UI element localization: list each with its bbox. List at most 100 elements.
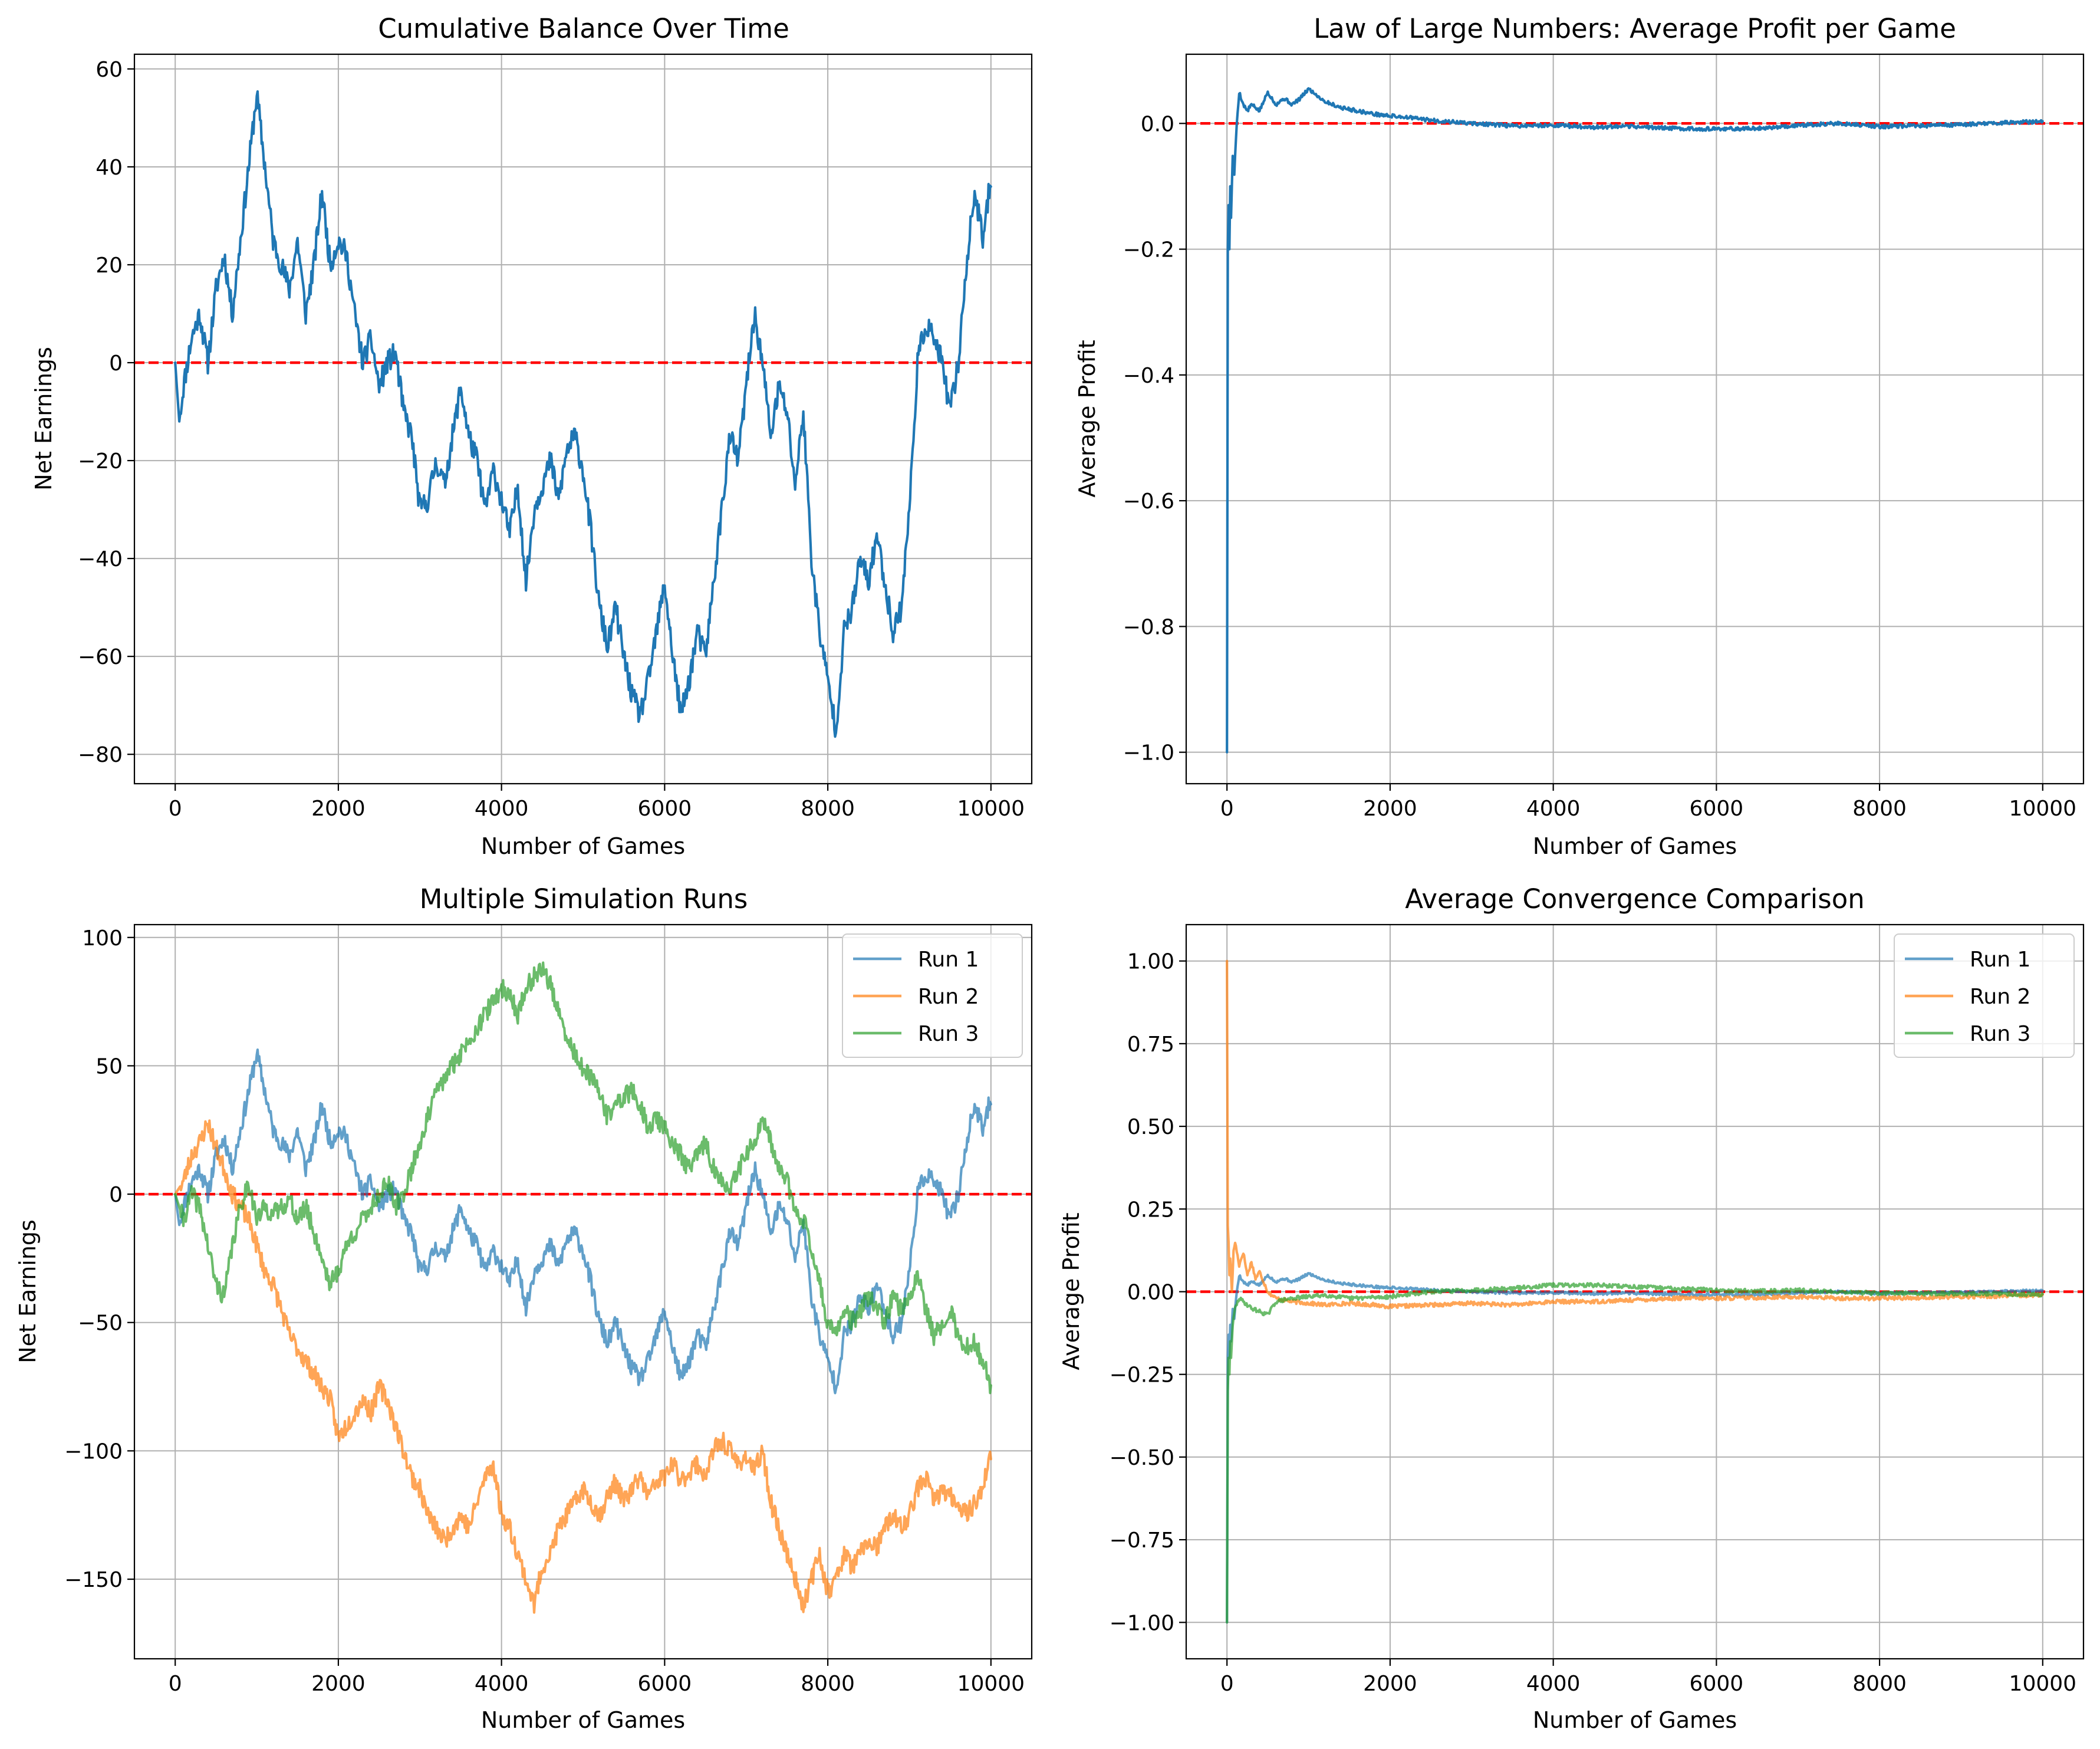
legend-label: Run 2 (918, 985, 979, 1009)
y-tick-label: −60 (78, 645, 123, 669)
x-axis-ticks: 0 2000 4000 6000 8000 10000 (1220, 784, 2076, 821)
y-tick-label: −80 (78, 743, 123, 767)
y-axis-label: Average Profit (1074, 340, 1100, 497)
x-tick-label: 8000 (1852, 797, 1907, 821)
panel-title: Law of Large Numbers: Average Profit per… (1314, 13, 1956, 44)
x-axis-ticks: 0 2000 4000 6000 8000 10000 (1220, 1659, 2076, 1696)
series-line-run-1 (174, 1048, 992, 1395)
x-tick-label: 2000 (311, 797, 366, 821)
series-line-run-3 (174, 961, 992, 1395)
series-group (174, 961, 992, 1614)
y-tick-label: 0.50 (1127, 1115, 1174, 1139)
y-tick-label: −20 (78, 449, 123, 474)
y-tick-label: 0 (109, 1183, 123, 1207)
x-tick-label: 8000 (801, 797, 855, 821)
panel-title: Cumulative Balance Over Time (378, 13, 789, 44)
y-tick-label: −0.6 (1123, 489, 1174, 514)
y-axis-ticks: −150 −100 −50 0 50 100 (64, 926, 134, 1592)
y-tick-label: −1.00 (1110, 1611, 1174, 1635)
y-tick-label: 1.00 (1127, 950, 1174, 974)
legend-box (1894, 933, 2075, 1058)
series-group (1226, 959, 2044, 1624)
panel-title: Multiple Simulation Runs (420, 883, 748, 915)
y-tick-label: −1.0 (1123, 741, 1174, 765)
x-tick-label: 2000 (1363, 797, 1417, 821)
x-tick-label: 4000 (475, 797, 529, 821)
cumulative-balance-panel: Cumulative Balance Over Time 0 2000 4000 60… (31, 13, 1033, 859)
legend-label: Run 3 (918, 1022, 979, 1046)
x-axis-ticks: 0 2000 4000 6000 8000 10000 (169, 1659, 1025, 1696)
multiple-simulation-runs-panel: Multiple Simulation Runs 0 2000 4000 6000 80… (15, 883, 1033, 1733)
x-tick-label: 10000 (2009, 797, 2077, 821)
axes-frame (133, 923, 1033, 1660)
x-tick-label: 4000 (475, 1672, 529, 1696)
y-axis-label: Net Earnings (15, 1219, 41, 1363)
legend-label: Run 3 (1970, 1022, 2030, 1046)
y-tick-label: 0.0 (1141, 112, 1174, 136)
x-axis-label: Number of Games (1533, 833, 1737, 859)
y-tick-label: −150 (64, 1568, 123, 1592)
series-line-cumulative-balance (174, 90, 992, 738)
y-tick-label: 0.00 (1127, 1281, 1174, 1305)
panel-title: Average Convergence Comparison (1405, 883, 1865, 915)
x-tick-label: 6000 (1690, 1672, 1744, 1696)
y-tick-label: 0 (109, 351, 123, 376)
y-tick-label: −0.2 (1123, 238, 1174, 262)
y-tick-label: 0.25 (1127, 1198, 1174, 1222)
y-tick-label: −40 (78, 547, 123, 571)
series-line-run-2 (1226, 959, 2044, 1310)
y-tick-label: −50 (78, 1311, 123, 1336)
y-tick-label: −0.4 (1123, 364, 1174, 388)
y-tick-label: −0.25 (1110, 1363, 1174, 1388)
x-tick-label: 10000 (957, 1672, 1025, 1696)
y-tick-label: 20 (96, 254, 123, 278)
x-tick-label: 8000 (1852, 1672, 1907, 1696)
axes-frame (1185, 53, 2085, 785)
x-axis-ticks: 0 2000 4000 6000 8000 10000 (169, 784, 1025, 821)
x-tick-label: 0 (1220, 797, 1234, 821)
y-axis-ticks: −1.0 −0.8 −0.6 −0.4 −0.2 0.0 (1123, 112, 1186, 765)
x-tick-label: 0 (169, 1672, 182, 1696)
series-group (174, 90, 992, 738)
x-tick-label: 4000 (1526, 797, 1581, 821)
x-axis-label: Number of Games (1533, 1707, 1737, 1733)
x-tick-label: 6000 (1690, 797, 1744, 821)
y-tick-label: 60 (96, 58, 123, 82)
y-tick-label: −0.50 (1110, 1446, 1174, 1470)
average-convergence-panel: Average Convergence Comparison 0 2000 4000… (1058, 883, 2085, 1733)
series-line-run-3 (1226, 1282, 2044, 1624)
legend-box (842, 933, 1023, 1058)
y-tick-label: −0.8 (1123, 615, 1174, 639)
y-tick-label: 50 (96, 1054, 123, 1079)
x-tick-label: 8000 (801, 1672, 855, 1696)
y-tick-label: −0.75 (1110, 1528, 1174, 1553)
x-tick-label: 4000 (1526, 1672, 1581, 1696)
x-tick-label: 10000 (2009, 1672, 2077, 1696)
y-tick-label: −100 (64, 1439, 123, 1464)
x-tick-label: 2000 (311, 1672, 366, 1696)
x-axis-label: Number of Games (481, 1707, 685, 1733)
x-tick-label: 6000 (638, 797, 692, 821)
y-tick-label: 100 (82, 926, 123, 951)
y-tick-label: 0.75 (1127, 1033, 1174, 1057)
legend: Run 1 Run 2 Run 3 (1894, 933, 2075, 1058)
series-line-run-2 (174, 1119, 992, 1614)
x-tick-label: 0 (169, 797, 182, 821)
series-group (1226, 87, 2044, 754)
legend-label: Run 1 (918, 948, 979, 972)
law-of-large-numbers-panel: Law of Large Numbers: Average Profit per… (1074, 13, 2085, 859)
legend-label: Run 1 (1970, 948, 2030, 972)
x-axis-label: Number of Games (481, 833, 685, 859)
x-tick-label: 6000 (638, 1672, 692, 1696)
legend-label: Run 2 (1970, 985, 2030, 1009)
x-tick-label: 0 (1220, 1672, 1234, 1696)
series-line-average-profit (1226, 87, 2044, 754)
x-tick-label: 2000 (1363, 1672, 1417, 1696)
y-axis-label: Net Earnings (31, 347, 57, 491)
y-tick-label: 40 (96, 156, 123, 180)
y-axis-ticks: −1.00 −0.75 −0.50 −0.25 0.00 0.25 0.50 0.75 1.00 (1110, 950, 1186, 1635)
y-axis-ticks: −80 −60 −40 −20 0 20 40 60 (78, 58, 134, 767)
legend: Run 1 Run 2 Run 3 (842, 933, 1023, 1058)
